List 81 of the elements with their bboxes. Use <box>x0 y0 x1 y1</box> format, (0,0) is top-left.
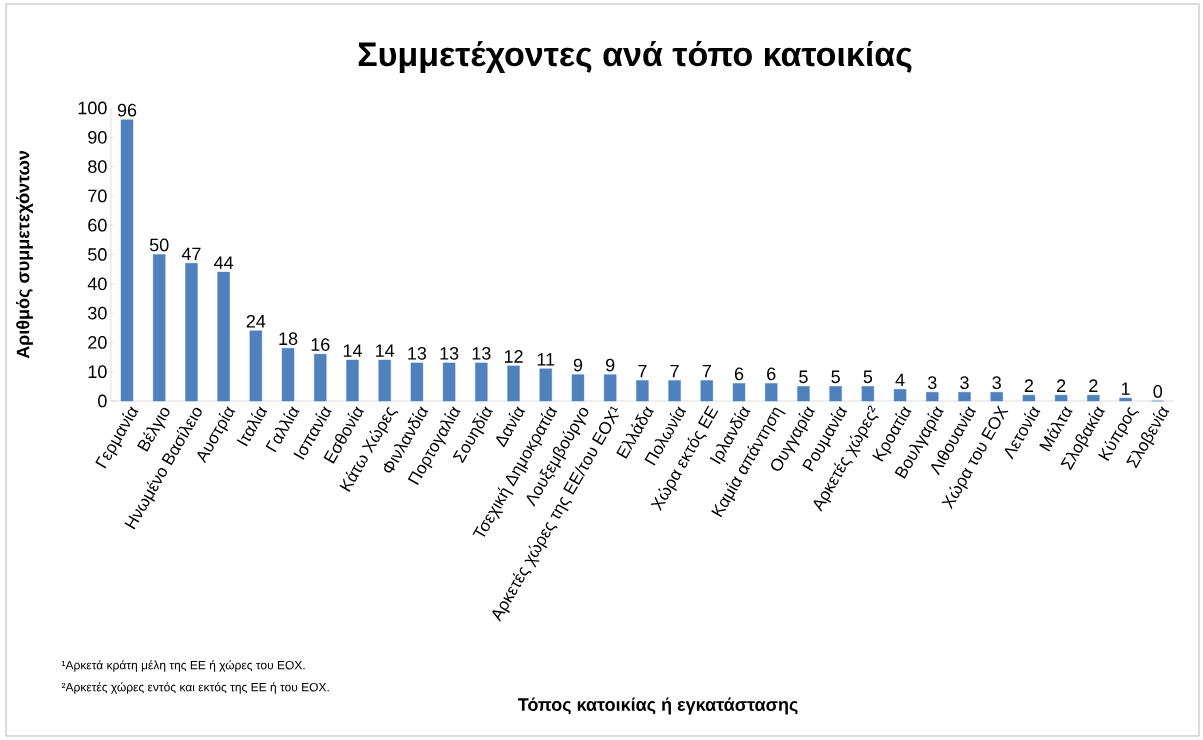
data-label: 3 <box>927 376 937 390</box>
data-label: 11 <box>537 353 555 366</box>
y-tick-label: 70 <box>88 189 107 203</box>
data-label: 24 <box>246 314 266 328</box>
bar <box>829 386 842 402</box>
bar <box>958 392 971 402</box>
y-tick-label: 20 <box>88 336 107 349</box>
y-tick-label: 30 <box>88 306 107 320</box>
bar <box>539 368 552 402</box>
data-label: 7 <box>670 364 679 378</box>
bar <box>893 389 907 402</box>
bar <box>1119 397 1132 402</box>
bar <box>1022 394 1036 402</box>
text: ²Αρκετές χώρες εντός και εκτός της ΕΕ ή του ΕΟΧ. <box>61 682 329 694</box>
bar <box>926 392 939 402</box>
bar <box>249 330 263 402</box>
data-label: 44 <box>214 256 234 269</box>
data-label: 18 <box>279 332 298 346</box>
bar <box>700 380 714 402</box>
data-label: 47 <box>181 247 201 261</box>
data-label: 14 <box>376 344 395 357</box>
y-tick-label: 40 <box>87 277 107 291</box>
bar <box>668 380 681 402</box>
data-label: 6 <box>734 367 744 381</box>
y-tick-label: 60 <box>88 218 107 232</box>
data-label: 7 <box>702 364 711 378</box>
data-label: 4 <box>895 373 905 387</box>
data-label: 6 <box>767 367 776 381</box>
bar <box>410 362 424 402</box>
x-axis-title: Τόπος κατοικίας ή εγκατάστασης <box>517 697 798 715</box>
bar <box>765 383 778 402</box>
bar <box>603 374 617 402</box>
data-label: 2 <box>1089 379 1098 392</box>
bar <box>861 386 875 402</box>
bar <box>475 362 488 402</box>
bar <box>732 383 746 402</box>
bar <box>797 386 810 402</box>
data-label: 14 <box>343 344 362 357</box>
data-label: 5 <box>863 370 873 384</box>
bar <box>185 263 198 402</box>
data-label: 2 <box>1024 379 1034 392</box>
bar <box>990 392 1003 402</box>
data-label: 9 <box>573 358 583 372</box>
data-label: 1 <box>1121 382 1130 395</box>
data-label: 96 <box>117 103 137 117</box>
data-label: 13 <box>408 346 427 360</box>
data-label: 0 <box>1153 385 1163 398</box>
text: ¹Αρκετά κράτη μέλη της ΕΕ ή χώρες του ΕΟΧ. <box>62 660 305 672</box>
y-tick-label: 10 <box>88 365 107 379</box>
data-label: 13 <box>472 346 491 360</box>
y-tick-label: 100 <box>78 101 107 115</box>
data-label: 5 <box>831 370 840 384</box>
data-label: 16 <box>311 338 330 351</box>
data-label: 9 <box>606 358 615 372</box>
y-axis-title: Αριθμός συμμετεχόντων <box>15 150 33 359</box>
y-tick-label: 50 <box>88 248 107 261</box>
bar <box>507 365 520 402</box>
bar <box>378 359 391 402</box>
data-label: 5 <box>799 370 808 384</box>
bar <box>217 271 230 402</box>
data-label: 12 <box>504 350 523 363</box>
y-tick-label: 0 <box>98 394 107 408</box>
bar <box>442 362 456 402</box>
data-label: 13 <box>440 346 459 360</box>
bar <box>571 374 585 402</box>
data-label: 7 <box>638 364 647 378</box>
data-label: 2 <box>1057 379 1066 392</box>
bar <box>281 348 295 402</box>
bar <box>153 254 166 402</box>
bar <box>1054 394 1068 402</box>
bar <box>346 359 359 402</box>
bar <box>120 119 134 402</box>
y-tick-label: 90 <box>88 130 107 144</box>
y-tick-label: 80 <box>88 160 107 173</box>
bar <box>314 353 327 402</box>
bar <box>1087 394 1100 402</box>
data-label: 3 <box>960 376 969 390</box>
data-label: 3 <box>992 376 1001 390</box>
chart-title: Συμμετέχοντες ανά τόπο κατοικίας <box>358 40 912 74</box>
data-label: 50 <box>149 238 169 252</box>
bar <box>636 380 649 402</box>
